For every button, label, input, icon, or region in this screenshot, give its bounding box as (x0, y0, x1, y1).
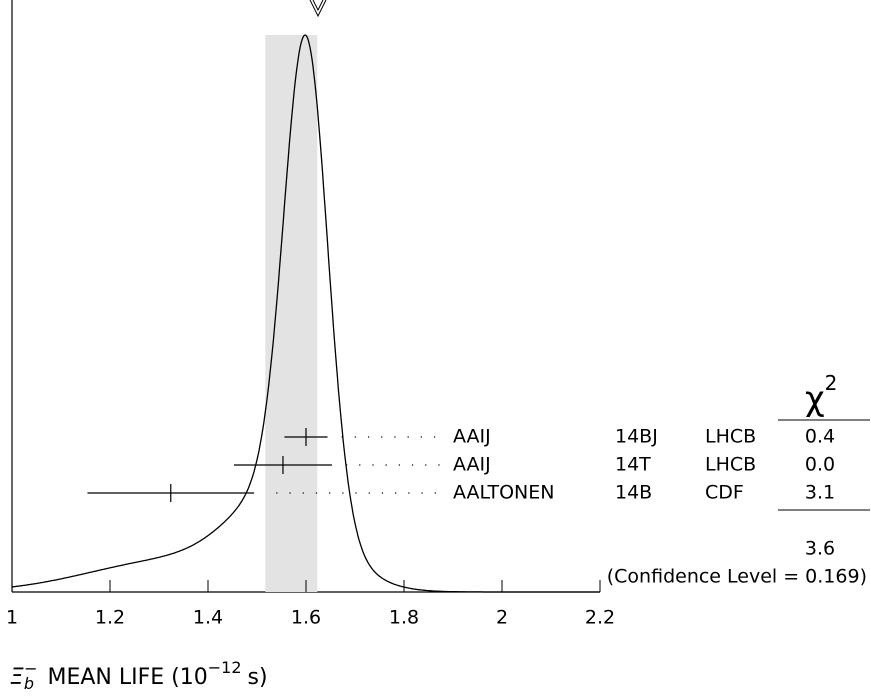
chi2: 3.1 (805, 482, 835, 504)
collaboration: LHCB (705, 426, 756, 448)
chi2: 0.4 (805, 426, 835, 448)
label-unit: s) (248, 665, 268, 690)
x-tick-label: 2.2 (585, 607, 615, 629)
x-tick-label: 1.6 (291, 607, 321, 629)
chi2-total: 3.6 (805, 538, 835, 560)
x-tick-label: 1 (6, 607, 18, 629)
chi-symbol: χ (805, 379, 825, 419)
label-subscript: b (24, 674, 34, 693)
chi2: 0.0 (805, 454, 835, 476)
reference: 14BJ (615, 426, 658, 448)
collaboration: CDF (705, 482, 744, 504)
chi-exponent: 2 (825, 371, 838, 395)
x-tick-label: 1.8 (389, 607, 419, 629)
x-axis-label: Ξb− MEAN LIFE (10−12 s) (10, 658, 268, 693)
mean-arrow (309, 0, 327, 18)
label-superscript: − (24, 659, 37, 678)
collaboration: LHCB (705, 454, 756, 476)
author: AAIJ (453, 426, 491, 448)
confidence-level: (Confidence Level = 0.169) (607, 566, 867, 588)
author: AAIJ (453, 454, 491, 476)
x-tick-label: 1.4 (193, 607, 223, 629)
label-text: MEAN LIFE (10 (47, 665, 207, 690)
chi-header: χ2 (805, 371, 837, 419)
author: AALTONEN (453, 482, 555, 504)
reference: 14T (615, 454, 651, 476)
x-tick-label: 2 (496, 607, 508, 629)
label-exponent: −12 (208, 658, 242, 677)
reference: 14B (615, 482, 652, 504)
x-tick-label: 1.2 (95, 607, 125, 629)
label-symbol: Ξ (10, 665, 24, 690)
